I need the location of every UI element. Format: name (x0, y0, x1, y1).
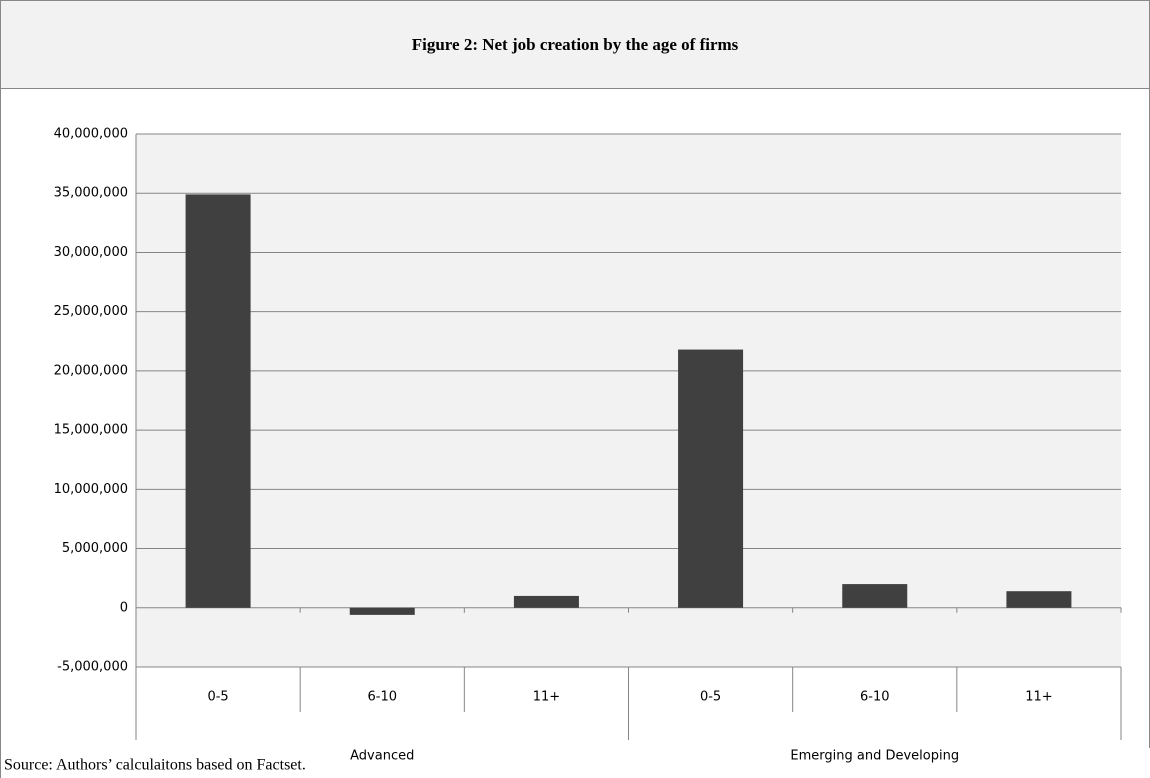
bar (842, 584, 908, 608)
y-tick-label: 15,000,000 (54, 423, 128, 438)
x-tick-label: 0-5 (700, 690, 721, 705)
bar (349, 607, 415, 615)
chart-title: Figure 2: Net job creation by the age of… (412, 35, 739, 54)
y-tick-label: 20,000,000 (54, 363, 128, 378)
y-tick-label: 35,000,000 (54, 186, 128, 201)
bar (678, 349, 744, 608)
x-tick-label: 11+ (1025, 690, 1052, 705)
y-tick-label: -5,000,000 (57, 660, 128, 675)
plot-area (136, 134, 1121, 667)
y-tick-label: 10,000,000 (54, 482, 128, 497)
x-tick-label: 11+ (533, 690, 560, 705)
x-tick-label: 0-5 (207, 690, 228, 705)
y-tick-label: 25,000,000 (54, 304, 128, 319)
y-tick-label: 5,000,000 (62, 541, 128, 556)
y-tick-label: 0 (120, 600, 128, 615)
y-tick-label: 30,000,000 (54, 245, 128, 260)
bar (513, 595, 579, 608)
bar (1006, 591, 1072, 608)
x-tick-label: 6-10 (367, 690, 397, 705)
group-label: Emerging and Developing (790, 749, 959, 764)
y-tick-label: 40,000,000 (54, 127, 128, 142)
title-box (0, 0, 1150, 89)
x-tick-label: 6-10 (860, 690, 890, 705)
group-label: Advanced (350, 749, 414, 764)
bar (185, 194, 251, 608)
source-note: Source: Authors’ calculaitons based on F… (4, 757, 306, 774)
